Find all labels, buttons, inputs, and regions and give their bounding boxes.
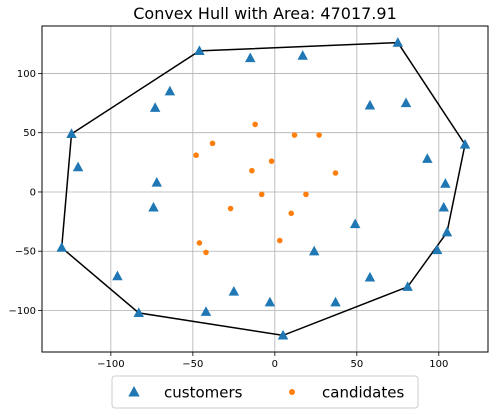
y-tick-label: −100 — [9, 306, 36, 317]
candidate-point — [193, 152, 199, 159]
customer-point — [56, 242, 67, 252]
customer-point — [133, 307, 144, 318]
customer-point — [228, 286, 240, 296]
customer-point — [194, 45, 205, 56]
customer-point — [277, 329, 289, 340]
legend-items: customers candidates — [128, 384, 404, 402]
y-tick-label: −50 — [15, 247, 36, 258]
candidate-point — [268, 158, 275, 164]
candidate-point — [332, 170, 339, 176]
customer-point — [297, 50, 308, 60]
customer-point — [330, 296, 341, 307]
customer-point — [438, 201, 449, 212]
customer-point — [164, 85, 176, 96]
candidate-point — [303, 191, 309, 198]
customer-point — [441, 226, 453, 237]
convex-hull — [60, 41, 466, 337]
customer-point — [72, 161, 84, 172]
candidate-point — [252, 121, 258, 128]
candidate-point — [288, 210, 295, 217]
candidate-point — [258, 191, 265, 198]
y-tick-label: 100 — [17, 69, 36, 80]
customer-point — [200, 306, 212, 316]
customer-point — [392, 37, 404, 47]
legend-label: candidates — [322, 384, 404, 402]
customer-point — [402, 281, 413, 291]
candidate-point — [203, 249, 209, 256]
x-tick-label: −100 — [97, 359, 124, 370]
customer-point — [66, 128, 77, 139]
candidate-point — [196, 240, 203, 246]
hull-polygon — [60, 41, 466, 337]
legend-marker-candidates — [289, 389, 295, 395]
customer-point — [151, 176, 163, 187]
legend: customers candidates — [111, 375, 419, 409]
customer-point — [440, 178, 451, 188]
customer-point — [422, 153, 433, 163]
customer-point — [400, 97, 412, 108]
candidate-point — [209, 140, 216, 147]
customer-point — [245, 52, 256, 63]
x-tick-label: 0 — [272, 359, 278, 370]
candidate-point — [227, 205, 234, 212]
customer-point — [349, 218, 361, 229]
y-tick-label: 0 — [30, 187, 36, 198]
legend-label: customers — [164, 384, 243, 402]
customer-point — [148, 201, 159, 212]
legend-marker-customers — [128, 386, 140, 397]
candidate-point — [291, 132, 298, 138]
candidate-point — [316, 132, 322, 138]
customer-point — [149, 102, 161, 112]
customer-point — [112, 270, 123, 281]
candidate-point — [276, 237, 283, 244]
data-points — [56, 37, 471, 340]
y-tick-label: 50 — [23, 128, 36, 139]
customer-point — [264, 296, 276, 307]
candidate-point — [249, 167, 255, 174]
chart-title: Convex Hull with Area: 47017.91 — [133, 4, 397, 23]
customer-point — [459, 139, 471, 149]
customer-point — [308, 245, 320, 256]
grid — [42, 26, 488, 352]
customer-point — [364, 271, 376, 282]
customer-point — [364, 99, 376, 110]
customer-point — [431, 244, 443, 255]
x-tick-label: −50 — [182, 359, 203, 370]
plot-frame — [41, 25, 489, 353]
x-tick-label: 100 — [429, 359, 448, 370]
axis-ticks: −100 −50 0 50 100 −100 −50 0 50 100 — [9, 69, 449, 370]
x-tick-label: 50 — [350, 359, 363, 370]
legend-box — [111, 375, 419, 409]
